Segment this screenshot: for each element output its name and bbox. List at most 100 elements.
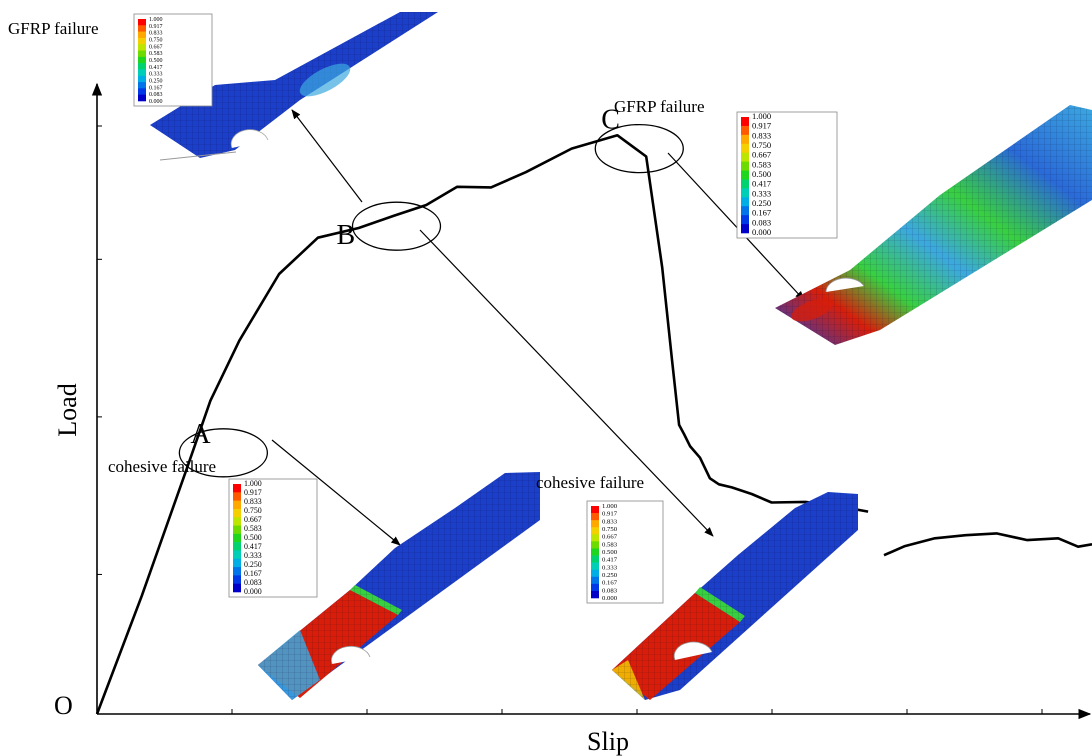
legend-value: 0.500 (602, 549, 618, 556)
legend-value: 0.833 (752, 130, 771, 140)
legend-value: 0.583 (244, 524, 262, 533)
legend-swatch (741, 125, 749, 136)
marker-ellipse-b (351, 201, 442, 251)
legend-swatch (591, 520, 599, 528)
legend-swatch (233, 533, 241, 543)
legend-swatch (138, 19, 146, 26)
legend-swatch (138, 94, 146, 102)
legend-value: 0.250 (602, 572, 618, 579)
legend-swatch (741, 215, 749, 225)
legend-value: 0.667 (244, 515, 262, 524)
legend-value: 0.167 (752, 208, 771, 218)
legend-value: 1.000 (752, 111, 771, 121)
legend-swatch (591, 513, 599, 521)
annotation-gfrp-failure-b: GFRP failure (8, 19, 99, 38)
legend-swatch (138, 25, 146, 32)
legend-value: 0.833 (244, 497, 262, 506)
legend-value: 0.500 (149, 58, 163, 64)
legend-value: 0.917 (752, 121, 771, 131)
legend-value: 0.250 (752, 198, 771, 208)
legend-value: 0.583 (602, 541, 618, 548)
legend-value: 0.000 (752, 227, 771, 237)
legend-swatch (591, 590, 599, 599)
axes (91, 82, 1092, 720)
legend-swatch (138, 69, 146, 77)
stage-markers: A B C (178, 105, 684, 478)
marker-ellipse-c (594, 123, 684, 174)
legend-swatch (138, 44, 146, 51)
point-label-b: B (336, 220, 355, 251)
fe-model-c-gfrp (775, 105, 1092, 345)
legend-value: 0.333 (244, 551, 262, 560)
legend-value: 0.000 (602, 595, 618, 602)
legend-swatch (741, 170, 749, 180)
legend-value: 0.083 (602, 587, 618, 594)
origin-label: O (54, 691, 73, 720)
arrow-b-to-cohesive (419, 229, 714, 537)
legend-value: 0.000 (149, 99, 163, 105)
contour-legend-cohesive-a: 1.0000.9170.8330.7500.6670.5830.5000.417… (228, 478, 318, 598)
load-slip-curve (95, 134, 1092, 715)
legend-value: 0.167 (244, 569, 262, 578)
legend-value: 0.000 (244, 587, 262, 596)
legend-swatch (233, 567, 241, 576)
legend-swatch (233, 492, 241, 501)
legend-value: 0.667 (602, 534, 618, 541)
legend-value: 0.083 (149, 92, 163, 98)
legend-value: 0.750 (244, 506, 262, 515)
legend-swatch (591, 506, 599, 514)
legend-swatch (741, 134, 749, 145)
legend-value: 0.833 (149, 31, 163, 37)
legend-swatch (591, 541, 599, 549)
point-label-c: C (601, 105, 620, 136)
legend-value: 0.750 (602, 526, 618, 533)
legend-value: 0.167 (149, 85, 163, 91)
legend-value: 0.417 (149, 65, 163, 71)
legend-swatch (233, 517, 241, 526)
legend-value: 0.417 (244, 542, 262, 551)
legend-swatch (741, 117, 749, 127)
legend-value: 0.583 (149, 51, 163, 57)
legend-swatch (233, 558, 241, 568)
legend-swatch (741, 206, 749, 216)
legend-swatch (233, 575, 241, 584)
legend-swatch (233, 484, 241, 493)
legend-swatch (138, 31, 146, 39)
contour-legend-cohesive-b: 1.0000.9170.8330.7500.6670.5830.5000.417… (586, 500, 664, 604)
legend-value: 0.917 (244, 488, 262, 497)
legend-value: 0.250 (149, 79, 163, 85)
legend-value: 0.750 (752, 140, 771, 150)
legend-value: 0.083 (752, 217, 771, 227)
legend-value: 0.417 (602, 557, 618, 564)
legend-value: 0.583 (752, 159, 771, 169)
legend-value: 0.250 (244, 560, 262, 569)
legend-value: 0.333 (602, 564, 618, 571)
legend-swatch (233, 500, 241, 510)
x-axis-label: Slip (587, 727, 629, 756)
legend-value: 0.667 (752, 150, 771, 160)
legend-swatch (138, 88, 146, 95)
x-axis-ticks (231, 709, 1043, 714)
legend-value: 0.500 (244, 533, 262, 542)
arrow-b-to-gfrp (291, 109, 363, 203)
legend-swatch (233, 508, 241, 518)
legend-value: 0.500 (752, 169, 771, 179)
legend-value: 0.083 (244, 578, 262, 587)
legend-swatch (741, 143, 749, 153)
y-axis-label: Load (53, 383, 82, 436)
annotation-cohesive-failure-b: cohesive failure (536, 473, 644, 492)
marker-ellipse-a (178, 428, 269, 478)
legend-value: 0.917 (602, 511, 618, 518)
fe-model-b-cohesive (612, 492, 858, 700)
y-axis-ticks (97, 125, 102, 575)
legend-value: 0.667 (149, 44, 163, 50)
legend-swatch (591, 527, 599, 535)
legend-swatch (138, 37, 146, 45)
legend-swatch (741, 197, 749, 207)
legend-swatch (591, 548, 599, 556)
legend-value: 1.000 (149, 17, 163, 23)
legend-swatch (741, 224, 749, 234)
legend-swatch (591, 562, 599, 570)
legend-swatch (138, 82, 146, 89)
